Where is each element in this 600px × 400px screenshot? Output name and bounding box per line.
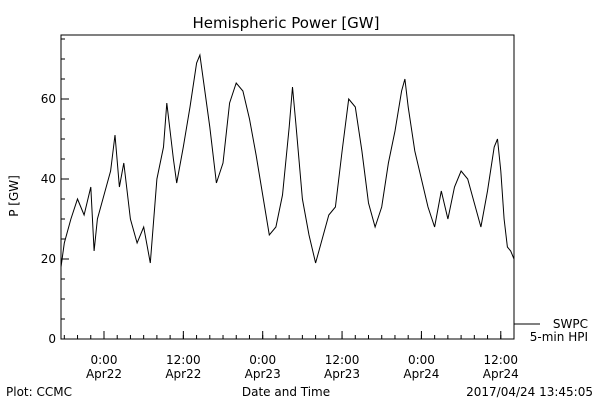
x-tick-label-time: 0:00	[91, 353, 118, 367]
x-tick-label-date: Apr24	[483, 367, 519, 381]
y-tick-label: 40	[41, 172, 56, 186]
legend-label-series: 5-min HPI	[530, 330, 588, 344]
x-axis: 0:00Apr2212:00Apr220:00Apr2312:00Apr230:…	[63, 331, 519, 381]
legend-label-source: SWPC	[553, 317, 588, 331]
footer-plot-credit: Plot: CCMC	[6, 385, 72, 399]
x-tick-label-time: 12:00	[166, 353, 201, 367]
series-line-hemispheric-power	[60, 53, 515, 268]
plot-frame	[60, 34, 515, 340]
x-tick-label-date: Apr23	[245, 367, 281, 381]
footer-timestamp: 2017/04/24 13:45:05	[466, 385, 593, 399]
y-tick-label: 0	[48, 332, 56, 346]
legend: SWPC 5-min HPI	[514, 317, 588, 344]
x-tick-label-time: 0:00	[249, 353, 276, 367]
x-tick-label-time: 0:00	[408, 353, 435, 367]
y-tick-label: 60	[41, 92, 56, 106]
chart-title: Hemispheric Power [GW]	[193, 14, 380, 32]
x-axis-label: Date and Time	[242, 385, 330, 399]
x-tick-label-date: Apr24	[403, 367, 439, 381]
x-tick-label-date: Apr23	[324, 367, 360, 381]
y-tick-label: 20	[41, 252, 56, 266]
y-axis-label: P [GW]	[7, 175, 21, 217]
x-tick-label-date: Apr22	[86, 367, 122, 381]
x-tick-label-time: 12:00	[325, 353, 360, 367]
x-tick-label-date: Apr22	[165, 367, 201, 381]
x-tick-label-time: 12:00	[483, 353, 518, 367]
y-axis: 0 20 40 60	[41, 38, 69, 346]
